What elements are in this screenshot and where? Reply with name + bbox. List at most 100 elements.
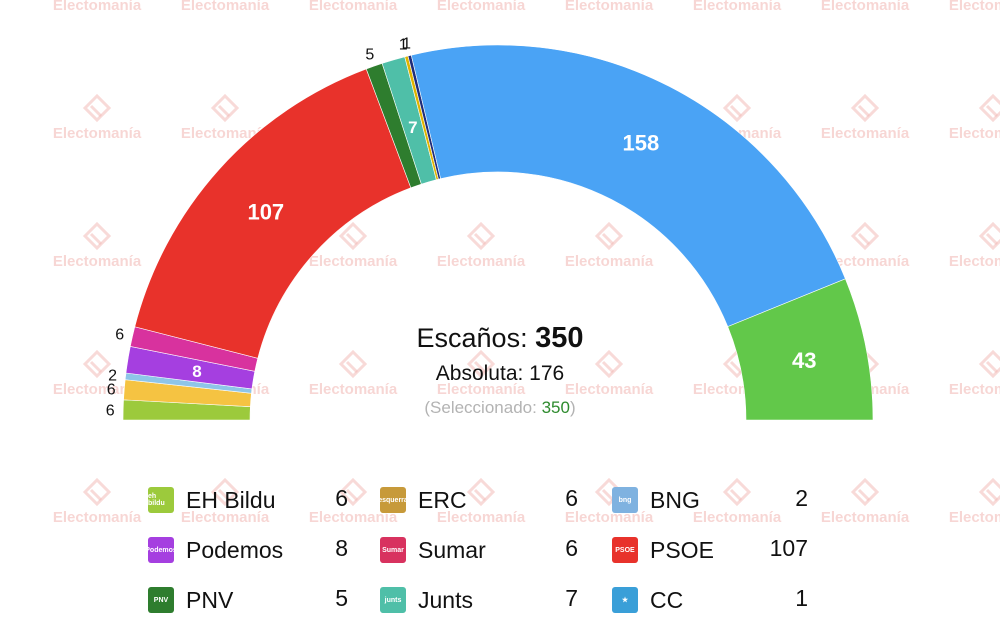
legend-item-psoe[interactable]: PSOE PSOE: [612, 532, 714, 568]
seat-segment-psoe[interactable]: [134, 68, 412, 359]
seat-label-upn: 1: [402, 36, 411, 53]
legend-seats: 2: [795, 485, 808, 511]
seat-label-bng: 2: [108, 368, 117, 385]
watermark-text: Electomanía: [693, 0, 782, 14]
watermark-text: Electomanía: [309, 253, 398, 270]
legend-name: Junts: [418, 586, 473, 613]
seat-label-erc: 6: [107, 381, 116, 398]
legend-name: PNV: [186, 586, 234, 613]
psoe-logo-icon: PSOE: [612, 537, 638, 563]
parliament-chart: Electomanía Electomanía Electomanía Electom…: [53, 0, 1000, 526]
legend-item-cc[interactable]: ★ CC: [612, 582, 683, 618]
legend-name: CC: [650, 586, 684, 613]
seat-label-podemos: 8: [192, 362, 201, 381]
watermark-logo-icon: [978, 477, 1000, 507]
seats-total: 350: [535, 322, 584, 354]
selected-prefix: (Seleccionado:: [424, 398, 542, 417]
selected-value: 350: [541, 398, 570, 417]
seats-total-line: Escaños: 350: [400, 322, 600, 355]
watermark-text: Electomanía: [437, 253, 526, 270]
seat-segment-vox[interactable]: [727, 278, 874, 421]
legend-name: Podemos: [186, 536, 284, 563]
watermark-logo-icon: [594, 221, 624, 251]
legend-name: BNG: [650, 486, 700, 513]
watermark-logo-icon: [82, 221, 112, 251]
seat-label-eh-bildu: 6: [106, 402, 115, 419]
legend-item-podemos[interactable]: Podemos Podemos: [148, 532, 283, 568]
watermark-text: Electomanía: [309, 381, 398, 398]
watermark-logo-icon: [210, 477, 240, 507]
watermark-text: Electomanía: [437, 381, 526, 398]
legend: eh bildu EH Bildu 6 esquerra ERC 6 bng BNG 2 Pode…: [0, 480, 1000, 613]
legend-item-erc[interactable]: esquerra ERC: [380, 482, 467, 518]
seat-label-psoe: 107: [247, 199, 284, 224]
watermark-logo-icon: [82, 93, 112, 123]
erc-logo-icon: esquerra: [380, 487, 406, 513]
legend-item-pnv[interactable]: PNV PNV: [148, 582, 233, 618]
watermark-text: Electomanía: [53, 381, 142, 398]
watermark-text: Electomanía: [565, 509, 654, 526]
watermark-text: Electomanía: [949, 253, 1000, 270]
watermark-logo-icon: [466, 221, 496, 251]
seat-label-vox: 43: [792, 348, 816, 373]
legend-name: Sumar: [418, 536, 486, 563]
watermark-text: Electomanía: [949, 125, 1000, 142]
watermark-text: Electomanía: [53, 0, 142, 14]
watermark-logo-icon: [978, 93, 1000, 123]
watermark-text: Electomanía: [181, 0, 270, 14]
watermark-logo-icon: [338, 477, 368, 507]
watermark-text: Electomanía: [949, 0, 1000, 14]
pnv-logo-icon: PNV: [148, 587, 174, 613]
sumar-logo-icon: Sumar: [380, 537, 406, 563]
watermark-text: Electomanía: [565, 381, 654, 398]
seat-label-sumar: 6: [115, 326, 124, 343]
eh-bildu-logo-icon: eh bildu: [148, 487, 174, 513]
seat-label-pp: 158: [623, 131, 660, 156]
watermark-text: Electomanía: [949, 509, 1000, 526]
watermark-text: Electomanía: [53, 509, 142, 526]
seat-label-junts: 7: [408, 118, 417, 137]
legend-name: PSOE: [650, 536, 714, 563]
legend-seats: 7: [565, 585, 578, 611]
watermark-logo-icon: [82, 349, 112, 379]
watermark-text: Electomanía: [821, 125, 910, 142]
majority-line: Absoluta: 176: [435, 362, 565, 385]
watermark-logo-icon: [338, 221, 368, 251]
watermark-text: Electomanía: [693, 509, 782, 526]
seat-label-pnv: 5: [365, 47, 374, 64]
selected-suffix: ): [569, 398, 576, 417]
legend-seats: 5: [335, 585, 348, 611]
watermark-logo-icon: [978, 349, 1000, 379]
legend-item-eh-bildu[interactable]: eh bildu EH Bildu: [148, 482, 275, 518]
watermark-text: Electomanía: [821, 509, 910, 526]
watermark-logo-icon: [466, 477, 496, 507]
watermark-logo-icon: [850, 93, 880, 123]
watermark-text: Electomanía: [949, 381, 1000, 398]
legend-seats: 8: [335, 535, 348, 561]
cc-logo-icon: ★: [612, 587, 638, 613]
legend-item-bng[interactable]: bng BNG: [612, 482, 700, 518]
legend-item-junts[interactable]: junts Junts: [380, 582, 473, 618]
legend-seats: 107: [769, 535, 808, 561]
selected-line: (Seleccionado: 350): [400, 398, 600, 418]
watermark-logo-icon: [978, 221, 1000, 251]
bng-logo-icon: bng: [612, 487, 638, 513]
watermark-logo-icon: [82, 477, 112, 507]
podemos-logo-icon: Podemos: [148, 537, 174, 563]
watermark-text: Electomanía: [437, 0, 526, 14]
seat-segment-pp[interactable]: [410, 44, 846, 328]
watermark-text: Electomanía: [565, 0, 654, 14]
hemicycle-arcs: [122, 44, 874, 421]
seats-label: Escaños:: [416, 323, 528, 353]
watermark-logo-icon: [338, 349, 368, 379]
legend-seats: 6: [565, 485, 578, 511]
watermark-logo-icon: [210, 93, 240, 123]
watermark-text: Electomanía: [309, 0, 398, 14]
legend-item-sumar[interactable]: Sumar Sumar: [380, 532, 486, 568]
legend-seats: 1: [795, 585, 808, 611]
legend-seats: 6: [565, 535, 578, 561]
watermark-logo-icon: [850, 477, 880, 507]
watermark-text: Electomanía: [437, 509, 526, 526]
watermark-logo-icon: [722, 477, 752, 507]
